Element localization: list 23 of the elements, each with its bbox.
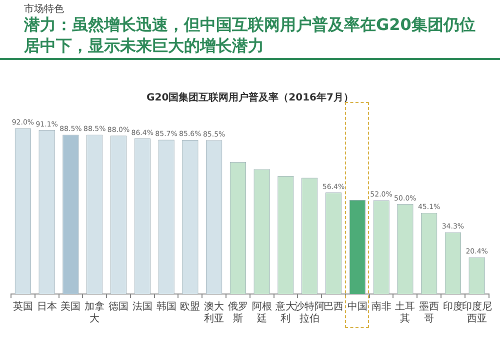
x-tick-label: 澳大利亚 [204, 300, 224, 325]
x-tick-label: 印度尼西亚 [462, 300, 492, 325]
x-tick-label: 美国 [60, 300, 81, 313]
chart-subtitle: G20国集团互联网用户普及率（2016年7月） [146, 92, 354, 104]
x-tick-label: 欧盟 [180, 300, 200, 313]
x-tick-label: 墨西哥 [419, 302, 440, 325]
x-tick-label: 意大利 [274, 300, 296, 325]
x-tick-label: 印度 [442, 300, 463, 313]
x-tick-label: 中国 [347, 300, 368, 313]
x-tick-label: 沙特阿拉伯 [294, 300, 325, 325]
text: 市场特色 [24, 2, 64, 16]
x-tick-label: 巴西 [324, 302, 344, 313]
x-tick-label: 韩国 [156, 300, 176, 313]
x-tick-label: 俄罗斯 [228, 300, 248, 325]
x-tick-label: 英国 [12, 300, 33, 313]
x-tick-label: 德国 [108, 302, 129, 313]
x-tick-label: 日本 [36, 300, 57, 313]
x-tick-label: 法国 [132, 300, 152, 313]
x-tick-label: 南非 [371, 300, 392, 313]
x-tick-label: 阿根廷 [252, 300, 272, 325]
chart-title: 潜力：虽然增长迅速，但中国互联网用户普及率在G20集团仍位居中下，显示未来巨大的增长潜力 [24, 14, 476, 56]
x-tick-label: 加拿大 [84, 300, 105, 325]
x-tick-label: 土耳其 [395, 300, 416, 325]
